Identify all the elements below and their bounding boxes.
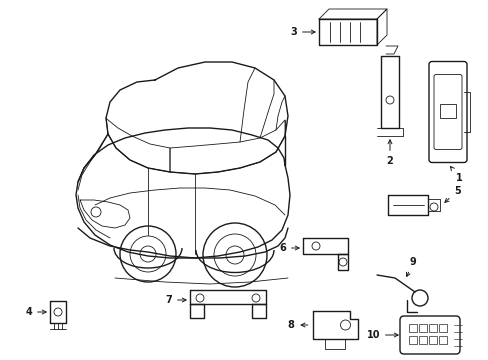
Text: 6: 6	[279, 243, 299, 253]
Text: 9: 9	[406, 257, 416, 276]
Bar	[408, 324, 416, 332]
Text: 7: 7	[165, 295, 186, 305]
Bar	[408, 336, 416, 344]
Bar	[438, 336, 446, 344]
Text: 4: 4	[25, 307, 46, 317]
Text: 8: 8	[287, 320, 307, 330]
Bar	[428, 336, 436, 344]
Bar	[438, 324, 446, 332]
Text: 2: 2	[386, 140, 392, 166]
Text: 3: 3	[290, 27, 314, 37]
Text: 5: 5	[444, 186, 460, 202]
Text: 1: 1	[449, 166, 462, 183]
Text: 10: 10	[366, 330, 397, 340]
Bar	[428, 324, 436, 332]
Bar	[418, 324, 426, 332]
Bar	[418, 336, 426, 344]
Bar	[439, 104, 455, 118]
